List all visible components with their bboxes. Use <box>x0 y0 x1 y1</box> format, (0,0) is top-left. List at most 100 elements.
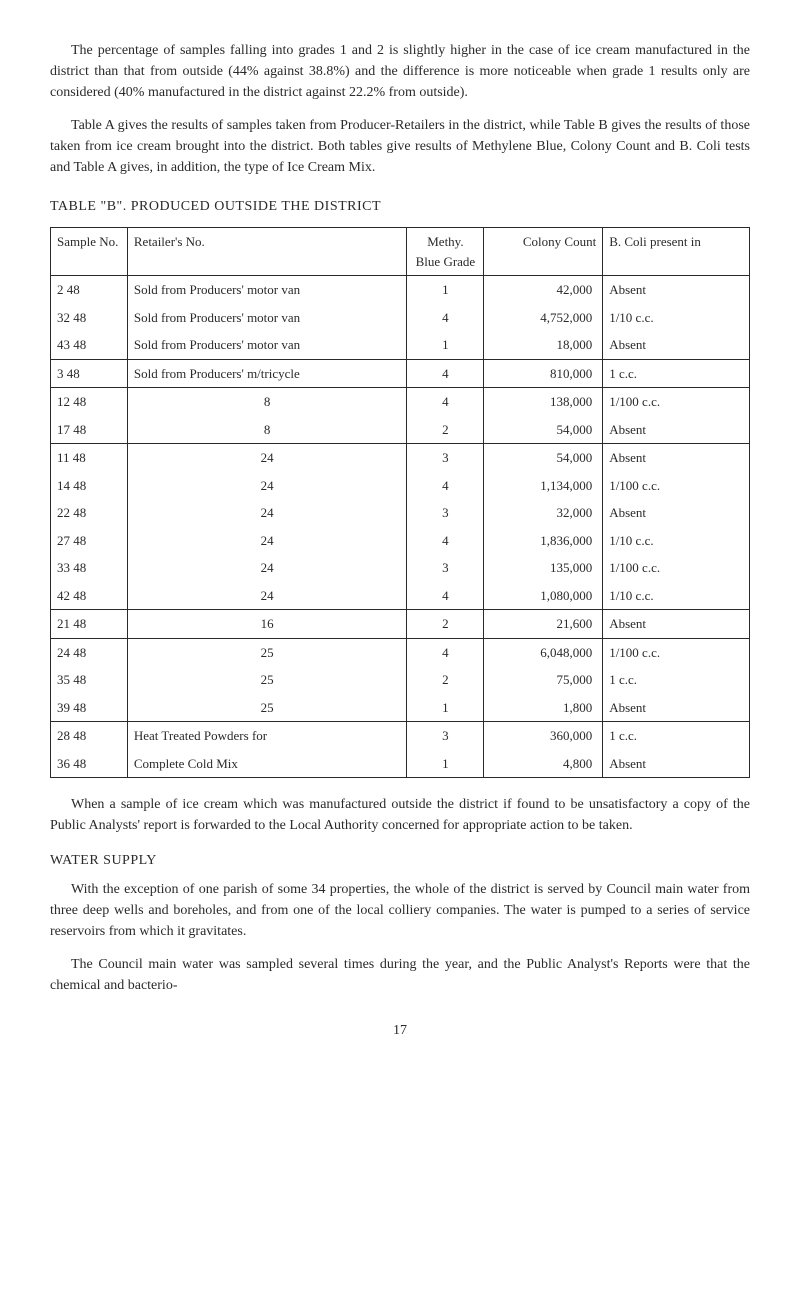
table-cell: 3 <box>407 444 484 472</box>
paragraph-4: With the exception of one parish of some… <box>50 879 750 942</box>
header-coli: B. Coli present in <box>603 228 750 276</box>
table-cell: 11 48 <box>51 444 128 472</box>
table-cell: 4 <box>407 582 484 610</box>
table-cell: 36 48 <box>51 750 128 778</box>
data-table: Sample No. Retailer's No. Methy. Blue Gr… <box>50 227 750 778</box>
paragraph-5: The Council main water was sampled sever… <box>50 954 750 996</box>
table-cell: 3 <box>407 499 484 527</box>
table-cell: 1 c.c. <box>603 359 750 388</box>
table-cell: Absent <box>603 610 750 639</box>
table-cell: 54,000 <box>484 444 603 472</box>
table-cell: 8 <box>127 388 407 416</box>
table-row: 43 48Sold from Producers' motor van118,0… <box>51 331 750 359</box>
table-cell: Heat Treated Powders for <box>127 722 407 750</box>
table-cell: 21 48 <box>51 610 128 639</box>
table-cell: 4,752,000 <box>484 304 603 332</box>
table-row: 21 4816221,600Absent <box>51 610 750 639</box>
table-cell: 18,000 <box>484 331 603 359</box>
table-cell: 4 <box>407 472 484 500</box>
table-cell: 75,000 <box>484 666 603 694</box>
table-cell: 27 48 <box>51 527 128 555</box>
paragraph-3: When a sample of ice cream which was man… <box>50 794 750 836</box>
table-cell: Absent <box>603 276 750 304</box>
table-cell: 6,048,000 <box>484 638 603 666</box>
table-cell: 42 48 <box>51 582 128 610</box>
table-cell: 24 <box>127 444 407 472</box>
table-cell: 1,800 <box>484 694 603 722</box>
table-cell: 24 48 <box>51 638 128 666</box>
table-cell: 1/100 c.c. <box>603 388 750 416</box>
table-cell: Sold from Producers' m/tricycle <box>127 359 407 388</box>
table-cell: 8 <box>127 416 407 444</box>
table-cell: 1,080,000 <box>484 582 603 610</box>
table-cell: 810,000 <box>484 359 603 388</box>
page-number: 17 <box>50 1020 750 1041</box>
table-row: 39 482511,800Absent <box>51 694 750 722</box>
table-cell: 1/100 c.c. <box>603 472 750 500</box>
table-cell: 1/100 c.c. <box>603 638 750 666</box>
table-row: 42 482441,080,0001/10 c.c. <box>51 582 750 610</box>
table-row: 27 482441,836,0001/10 c.c. <box>51 527 750 555</box>
table-row: 14 482441,134,0001/100 c.c. <box>51 472 750 500</box>
table-cell: 24 <box>127 527 407 555</box>
table-cell: Absent <box>603 694 750 722</box>
table-cell: 1 <box>407 694 484 722</box>
table-cell: 25 <box>127 638 407 666</box>
table-header-row: Sample No. Retailer's No. Methy. Blue Gr… <box>51 228 750 276</box>
table-cell: 1/10 c.c. <box>603 304 750 332</box>
table-cell: 1/10 c.c. <box>603 527 750 555</box>
table-cell: 4 <box>407 388 484 416</box>
table-row: 17 488254,000Absent <box>51 416 750 444</box>
table-cell: 17 48 <box>51 416 128 444</box>
table-cell: 39 48 <box>51 694 128 722</box>
table-cell: 22 48 <box>51 499 128 527</box>
table-cell: 135,000 <box>484 554 603 582</box>
table-cell: 32,000 <box>484 499 603 527</box>
table-cell: 360,000 <box>484 722 603 750</box>
table-cell: 14 48 <box>51 472 128 500</box>
table-cell: 1 c.c. <box>603 722 750 750</box>
table-cell: 1 <box>407 276 484 304</box>
table-cell: Absent <box>603 416 750 444</box>
table-cell: Absent <box>603 331 750 359</box>
table-row: 28 48Heat Treated Powders for3360,0001 c… <box>51 722 750 750</box>
table-cell: Sold from Producers' motor van <box>127 276 407 304</box>
table-row: 32 48Sold from Producers' motor van44,75… <box>51 304 750 332</box>
table-cell: 1/10 c.c. <box>603 582 750 610</box>
table-row: 12 4884138,0001/100 c.c. <box>51 388 750 416</box>
table-cell: 1,836,000 <box>484 527 603 555</box>
table-cell: 4 <box>407 638 484 666</box>
table-cell: 35 48 <box>51 666 128 694</box>
table-row: 11 4824354,000Absent <box>51 444 750 472</box>
table-cell: 24 <box>127 472 407 500</box>
header-sample: Sample No. <box>51 228 128 276</box>
table-cell: 25 <box>127 666 407 694</box>
table-cell: 3 <box>407 554 484 582</box>
table-cell: Sold from Producers' motor van <box>127 331 407 359</box>
table-cell: 42,000 <box>484 276 603 304</box>
table-row: 3 48Sold from Producers' m/tricycle4810,… <box>51 359 750 388</box>
water-supply-heading: WATER SUPPLY <box>50 850 750 871</box>
table-cell: 3 48 <box>51 359 128 388</box>
table-cell: Complete Cold Mix <box>127 750 407 778</box>
table-cell: Absent <box>603 750 750 778</box>
table-cell: 1 c.c. <box>603 666 750 694</box>
table-row: 36 48Complete Cold Mix14,800Absent <box>51 750 750 778</box>
table-cell: 54,000 <box>484 416 603 444</box>
table-cell: 2 <box>407 666 484 694</box>
table-cell: 1/100 c.c. <box>603 554 750 582</box>
table-cell: 2 48 <box>51 276 128 304</box>
table-title: TABLE "B". PRODUCED OUTSIDE THE DISTRICT <box>50 196 750 217</box>
paragraph-1: The percentage of samples falling into g… <box>50 40 750 103</box>
table-row: 22 4824332,000Absent <box>51 499 750 527</box>
table-row: 35 4825275,0001 c.c. <box>51 666 750 694</box>
header-retailer: Retailer's No. <box>127 228 407 276</box>
table-cell: 33 48 <box>51 554 128 582</box>
table-cell: 21,600 <box>484 610 603 639</box>
table-cell: Absent <box>603 499 750 527</box>
table-cell: 1,134,000 <box>484 472 603 500</box>
table-cell: 1 <box>407 750 484 778</box>
table-cell: 2 <box>407 610 484 639</box>
table-cell: 24 <box>127 554 407 582</box>
table-cell: 32 48 <box>51 304 128 332</box>
